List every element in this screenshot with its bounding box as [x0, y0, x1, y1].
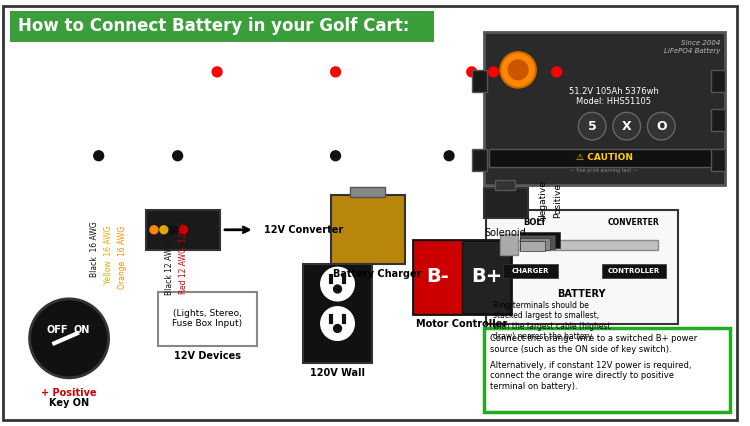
Text: ON: ON	[74, 325, 90, 335]
Text: 51.2V 105Ah 5376wh: 51.2V 105Ah 5376wh	[569, 86, 658, 96]
Text: Since 2004: Since 2004	[681, 40, 721, 46]
Text: Yellow  16 AWG: Yellow 16 AWG	[104, 225, 113, 284]
Text: Motor Controller: Motor Controller	[416, 319, 508, 328]
FancyBboxPatch shape	[484, 328, 730, 412]
FancyBboxPatch shape	[520, 238, 550, 250]
FancyBboxPatch shape	[350, 187, 385, 197]
Circle shape	[528, 151, 538, 161]
Text: Connect the orange wire to a switched B+ power
source (such as the ON side of ke: Connect the orange wire to a switched B+…	[490, 334, 697, 354]
Text: CONTROLLER: CONTROLLER	[608, 268, 660, 274]
Circle shape	[647, 112, 675, 140]
FancyBboxPatch shape	[520, 235, 555, 248]
FancyBboxPatch shape	[472, 149, 487, 170]
Text: 12V Devices: 12V Devices	[174, 351, 241, 361]
FancyBboxPatch shape	[520, 232, 560, 248]
Text: — fine print warning text —: — fine print warning text —	[570, 168, 638, 173]
Text: Model: HHS51105: Model: HHS51105	[577, 97, 652, 106]
Text: B+: B+	[471, 267, 502, 286]
FancyBboxPatch shape	[484, 32, 725, 185]
Text: CHARGER: CHARGER	[512, 268, 549, 274]
FancyBboxPatch shape	[520, 241, 544, 250]
FancyBboxPatch shape	[3, 6, 737, 420]
FancyBboxPatch shape	[710, 109, 725, 131]
FancyBboxPatch shape	[146, 210, 220, 250]
FancyBboxPatch shape	[485, 210, 678, 323]
FancyBboxPatch shape	[602, 264, 666, 278]
Circle shape	[509, 60, 528, 80]
Text: Red 12 AWG  12V+: Red 12 AWG 12V+	[179, 221, 188, 294]
FancyBboxPatch shape	[413, 240, 462, 314]
FancyBboxPatch shape	[710, 149, 725, 170]
Circle shape	[179, 226, 188, 234]
Circle shape	[94, 151, 104, 161]
Circle shape	[212, 67, 222, 77]
Circle shape	[160, 226, 168, 234]
Circle shape	[321, 267, 354, 301]
Text: B-: B-	[426, 267, 448, 286]
Circle shape	[578, 112, 606, 140]
Circle shape	[321, 307, 354, 340]
Text: + Positive: + Positive	[41, 388, 97, 398]
Circle shape	[150, 226, 158, 234]
Circle shape	[488, 67, 499, 77]
Circle shape	[331, 151, 340, 161]
Circle shape	[170, 226, 178, 234]
FancyBboxPatch shape	[496, 181, 515, 190]
Circle shape	[613, 112, 640, 140]
FancyBboxPatch shape	[503, 264, 557, 278]
FancyBboxPatch shape	[472, 70, 487, 92]
Text: Ring terminals should be
stacked largest to smallest,
with the largest cable (hi: Ring terminals should be stacked largest…	[494, 301, 611, 341]
Text: Solenoid: Solenoid	[484, 228, 526, 238]
Text: 120V Wall: 120V Wall	[310, 368, 365, 378]
Text: Key ON: Key ON	[49, 397, 89, 408]
Circle shape	[334, 325, 341, 332]
Text: Alternatively, if constant 12V power is required,
connect the orange wire direct: Alternatively, if constant 12V power is …	[490, 361, 691, 391]
Text: CONVERTER: CONVERTER	[608, 218, 659, 227]
Circle shape	[172, 151, 182, 161]
FancyBboxPatch shape	[331, 195, 405, 264]
Text: LiFePO4 Battery: LiFePO4 Battery	[664, 48, 721, 54]
FancyBboxPatch shape	[10, 11, 434, 42]
Text: X: X	[622, 120, 632, 132]
Text: How to Connect Battery in your Golf Cart:: How to Connect Battery in your Golf Cart…	[18, 17, 410, 35]
Text: 12V Converter: 12V Converter	[265, 225, 344, 235]
Text: Orange  16 AWG: Orange 16 AWG	[118, 226, 127, 289]
Circle shape	[552, 67, 562, 77]
Circle shape	[334, 285, 341, 293]
Text: (Lights, Stereo,
Fuse Box Input): (Lights, Stereo, Fuse Box Input)	[172, 309, 242, 328]
Text: Battery Charger: Battery Charger	[333, 269, 422, 279]
Circle shape	[444, 151, 454, 161]
FancyBboxPatch shape	[500, 234, 518, 256]
FancyBboxPatch shape	[413, 240, 512, 314]
FancyBboxPatch shape	[488, 149, 721, 167]
FancyBboxPatch shape	[303, 264, 372, 363]
Circle shape	[466, 67, 477, 77]
FancyBboxPatch shape	[506, 240, 658, 250]
Text: OFF: OFF	[46, 325, 68, 335]
Text: BOLT: BOLT	[524, 218, 547, 227]
Text: BATTERY: BATTERY	[557, 289, 605, 299]
Text: Black 12 AWG  12V-: Black 12 AWG 12V-	[165, 220, 174, 295]
Text: Positive: Positive	[553, 183, 562, 218]
Circle shape	[29, 299, 109, 378]
Text: 5: 5	[588, 120, 596, 132]
Text: Negative: Negative	[538, 180, 548, 221]
Circle shape	[331, 67, 340, 77]
FancyBboxPatch shape	[484, 188, 528, 218]
FancyBboxPatch shape	[710, 70, 725, 92]
Text: O: O	[656, 120, 667, 132]
FancyBboxPatch shape	[158, 292, 256, 346]
Text: Black  16 AWG: Black 16 AWG	[90, 222, 99, 277]
Circle shape	[500, 52, 536, 88]
Text: ⚠ CAUTION: ⚠ CAUTION	[575, 153, 632, 162]
